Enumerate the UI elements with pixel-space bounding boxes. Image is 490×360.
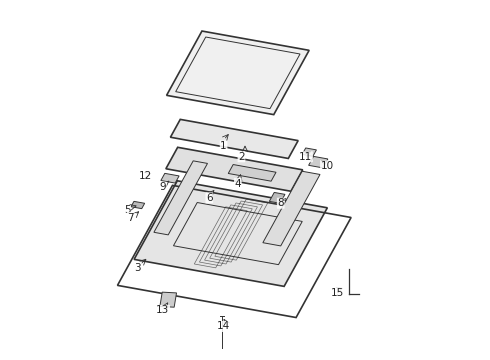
Text: 4: 4 bbox=[235, 179, 241, 189]
Text: 7: 7 bbox=[127, 212, 134, 222]
Polygon shape bbox=[171, 120, 298, 158]
Text: 6: 6 bbox=[206, 193, 213, 203]
Polygon shape bbox=[270, 193, 285, 203]
Polygon shape bbox=[160, 292, 176, 307]
Text: 14: 14 bbox=[217, 321, 230, 332]
Text: 3: 3 bbox=[135, 262, 141, 273]
Text: 9: 9 bbox=[160, 182, 166, 192]
Polygon shape bbox=[302, 148, 317, 156]
Text: 5: 5 bbox=[124, 205, 130, 215]
Text: 10: 10 bbox=[320, 161, 334, 171]
Text: 13: 13 bbox=[156, 305, 170, 315]
Polygon shape bbox=[134, 181, 327, 287]
Text: 15: 15 bbox=[331, 288, 344, 297]
Text: 8: 8 bbox=[277, 198, 284, 208]
Polygon shape bbox=[154, 161, 207, 235]
Text: 1: 1 bbox=[220, 141, 227, 151]
Polygon shape bbox=[228, 165, 276, 181]
Polygon shape bbox=[309, 156, 328, 168]
Polygon shape bbox=[167, 31, 309, 114]
Polygon shape bbox=[131, 201, 145, 209]
Polygon shape bbox=[263, 171, 320, 246]
Text: 12: 12 bbox=[138, 171, 151, 181]
Text: 11: 11 bbox=[299, 152, 312, 162]
Polygon shape bbox=[161, 174, 179, 183]
Polygon shape bbox=[166, 147, 303, 191]
Text: 2: 2 bbox=[238, 152, 245, 162]
